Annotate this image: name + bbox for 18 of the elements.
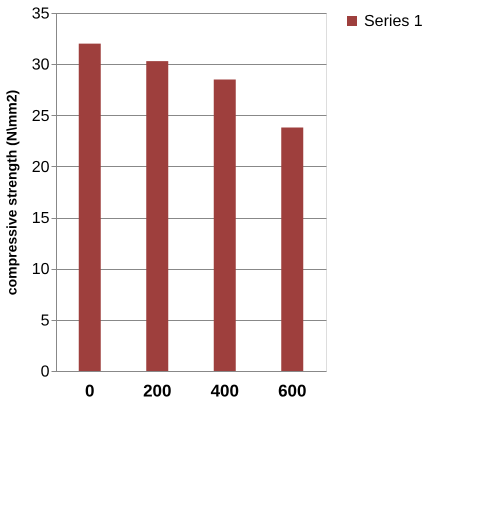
y-tick-label: 5 — [40, 312, 50, 330]
bar — [281, 128, 304, 371]
bar — [146, 61, 168, 371]
y-tick-label: 0 — [40, 364, 50, 380]
x-tick-label: 200 — [143, 382, 172, 400]
y-tick-label: 25 — [32, 108, 50, 125]
bar — [78, 44, 101, 371]
y-tick-label: 30 — [32, 56, 50, 74]
y-axis-title: compressive strength (N\mm2) — [4, 90, 20, 296]
x-tick-label: 0 — [85, 382, 94, 400]
legend-label: Series 1 — [364, 13, 423, 30]
bar — [214, 79, 236, 371]
x-tick-label: 600 — [278, 382, 306, 400]
y-tick-label: 20 — [32, 158, 50, 176]
x-tick-label: 400 — [210, 382, 239, 400]
y-tick-label: 35 — [32, 6, 50, 22]
y-tick-label: 15 — [32, 210, 50, 228]
y-tick-label: 10 — [32, 261, 50, 278]
